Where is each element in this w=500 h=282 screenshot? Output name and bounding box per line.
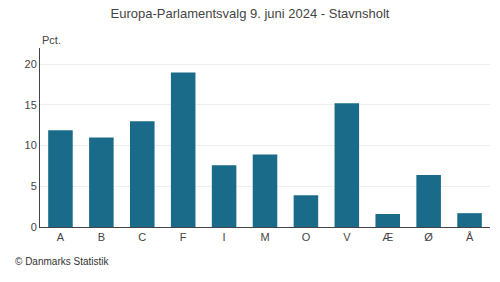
svg-text:20: 20 bbox=[25, 58, 37, 70]
svg-text:Pct.: Pct. bbox=[42, 34, 61, 46]
svg-text:Ø: Ø bbox=[424, 231, 433, 243]
svg-text:F: F bbox=[180, 231, 187, 243]
svg-text:Æ: Æ bbox=[382, 231, 393, 243]
svg-text:5: 5 bbox=[31, 180, 37, 192]
svg-text:M: M bbox=[260, 231, 269, 243]
svg-text:B: B bbox=[98, 231, 105, 243]
svg-text:10: 10 bbox=[25, 139, 37, 151]
svg-text:A: A bbox=[57, 231, 65, 243]
svg-text:Europa-Parlamentsvalg 9. juni: Europa-Parlamentsvalg 9. juni 2024 - Sta… bbox=[111, 6, 390, 21]
svg-text:C: C bbox=[138, 231, 146, 243]
svg-text:I: I bbox=[223, 231, 226, 243]
svg-text:© Danmarks Statistik: © Danmarks Statistik bbox=[15, 256, 110, 267]
svg-text:Å: Å bbox=[466, 231, 474, 243]
svg-text:V: V bbox=[343, 231, 351, 243]
svg-text:15: 15 bbox=[25, 99, 37, 111]
svg-text:O: O bbox=[302, 231, 311, 243]
svg-text:0: 0 bbox=[31, 221, 37, 233]
